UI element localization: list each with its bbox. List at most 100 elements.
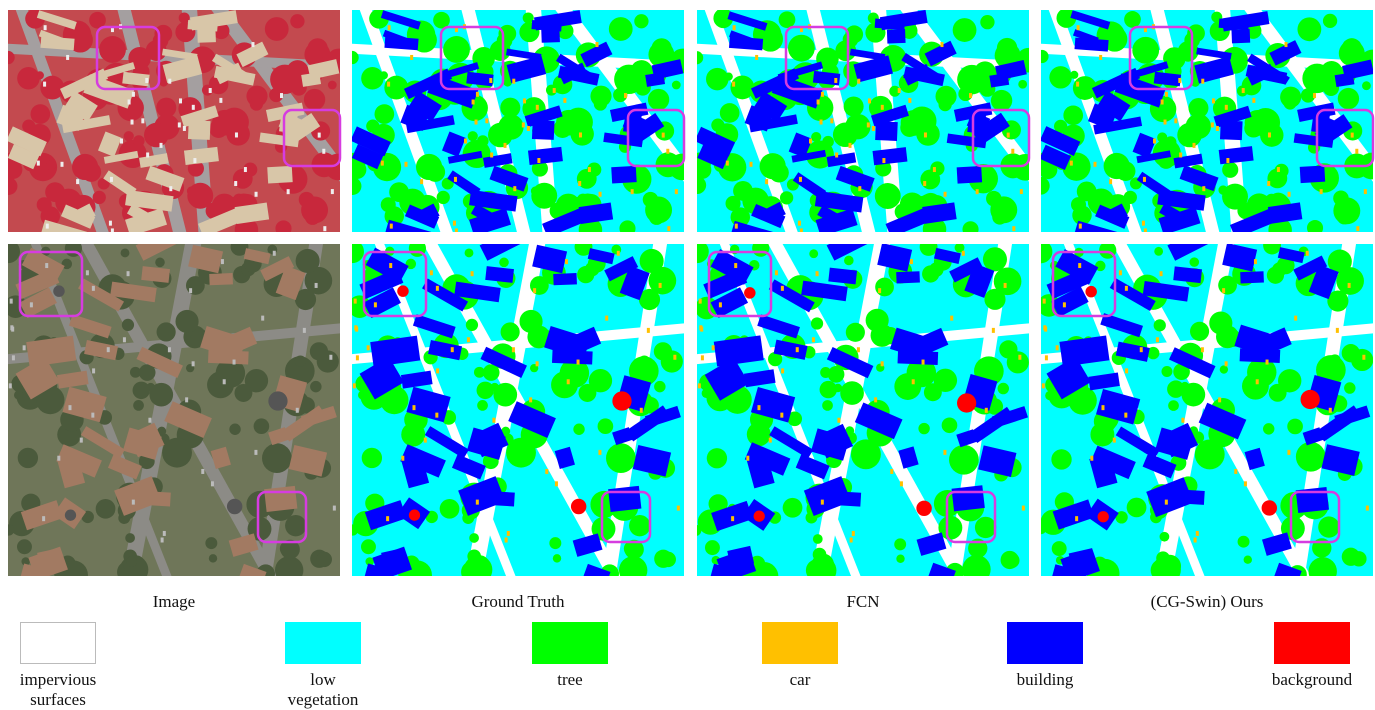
building-patch (1142, 280, 1190, 302)
building-patch (400, 104, 430, 132)
building-patch (558, 62, 588, 85)
building-patch (711, 500, 753, 532)
car-patch (120, 138, 124, 144)
tree-patch (229, 423, 241, 435)
building-patch (433, 62, 480, 82)
tree-patch (787, 34, 815, 62)
car-patch (765, 179, 769, 185)
tree-patch (1247, 357, 1277, 387)
building-patch (122, 71, 150, 87)
tree-patch (708, 494, 728, 514)
tree-patch (734, 160, 745, 171)
building-patch (1167, 488, 1205, 505)
car-patch (1018, 354, 1022, 360)
car-patch (1284, 42, 1288, 48)
tree-patch (389, 182, 409, 202)
tree-patch (999, 340, 1018, 359)
tree-patch (40, 75, 65, 100)
tree-patch (1090, 558, 1120, 576)
car-patch (110, 228, 114, 232)
tree-patch (469, 533, 479, 543)
car-patch (1201, 78, 1205, 84)
building-patch (145, 165, 185, 192)
tree-patch (365, 557, 374, 566)
building-patch (1096, 90, 1131, 122)
car-patch (208, 88, 212, 94)
car-patch (454, 228, 458, 232)
car-patch (355, 326, 359, 332)
car-patch (1055, 345, 1059, 351)
building-patch (757, 314, 800, 339)
background-patch (1300, 389, 1320, 410)
building-patch (275, 265, 306, 301)
car-patch (1241, 88, 1245, 94)
building-patch (506, 55, 547, 84)
building-patch (1246, 63, 1276, 86)
legend-item: low vegetation (263, 622, 383, 710)
building-patch (964, 263, 995, 298)
tree-patch (46, 160, 57, 171)
car-patch (711, 345, 715, 351)
tree-patch (982, 357, 994, 369)
car-patch (1252, 97, 1256, 103)
car-patch (9, 298, 13, 304)
tree-patch (403, 560, 432, 576)
tree-patch (178, 12, 190, 24)
tree-patch (500, 97, 521, 118)
building-patch (180, 105, 219, 128)
car-patch (323, 226, 327, 232)
car-patch (676, 505, 680, 511)
legend-swatch (285, 622, 361, 664)
car-patch (1069, 160, 1073, 166)
tree-patch (1177, 122, 1202, 148)
car-patch (1365, 505, 1369, 511)
tree-patch (465, 318, 479, 332)
car-patch (261, 315, 265, 321)
tree-patch (984, 288, 1006, 310)
tree-patch (982, 247, 1007, 272)
building-patch (307, 59, 340, 80)
tree-patch (519, 309, 543, 334)
car-patch (646, 327, 650, 333)
building-patch (78, 278, 125, 312)
building-patch (412, 314, 456, 339)
tree-patch (95, 498, 116, 519)
tree-patch (8, 524, 15, 536)
car-patch (366, 345, 370, 351)
building-patch (1213, 105, 1252, 128)
car-patch (506, 530, 510, 536)
car-patch (435, 285, 439, 291)
car-patch (820, 91, 824, 97)
tree-patch (843, 96, 864, 117)
building-patch (408, 90, 442, 122)
tree-patch (588, 369, 613, 393)
tree-patch (974, 516, 997, 539)
building-patch (28, 546, 68, 576)
car-patch (1210, 122, 1214, 128)
tree-patch (294, 288, 317, 311)
car-patch (66, 54, 70, 60)
car-patch (492, 417, 496, 423)
tree-patch (1344, 382, 1356, 394)
tree-patch (779, 191, 794, 205)
tree-patch (126, 556, 137, 568)
background-patch (744, 287, 756, 299)
figure (8, 10, 1375, 576)
tree-patch (1341, 38, 1363, 59)
tree-patch (894, 538, 907, 551)
tree-patch (1076, 181, 1097, 202)
tree-patch (1237, 535, 1250, 548)
building-patch (1308, 264, 1339, 300)
building-patch (1299, 165, 1326, 184)
building-patch (826, 152, 857, 168)
car-patch (799, 27, 803, 33)
building-patch (447, 150, 483, 164)
car-patch (564, 259, 568, 265)
tree-patch (980, 14, 995, 30)
tree-patch (848, 78, 858, 88)
building-patch (64, 90, 98, 122)
building-patch (1262, 532, 1292, 556)
car-patch (698, 298, 702, 304)
building-patch (80, 426, 125, 459)
tree-patch (36, 197, 52, 213)
